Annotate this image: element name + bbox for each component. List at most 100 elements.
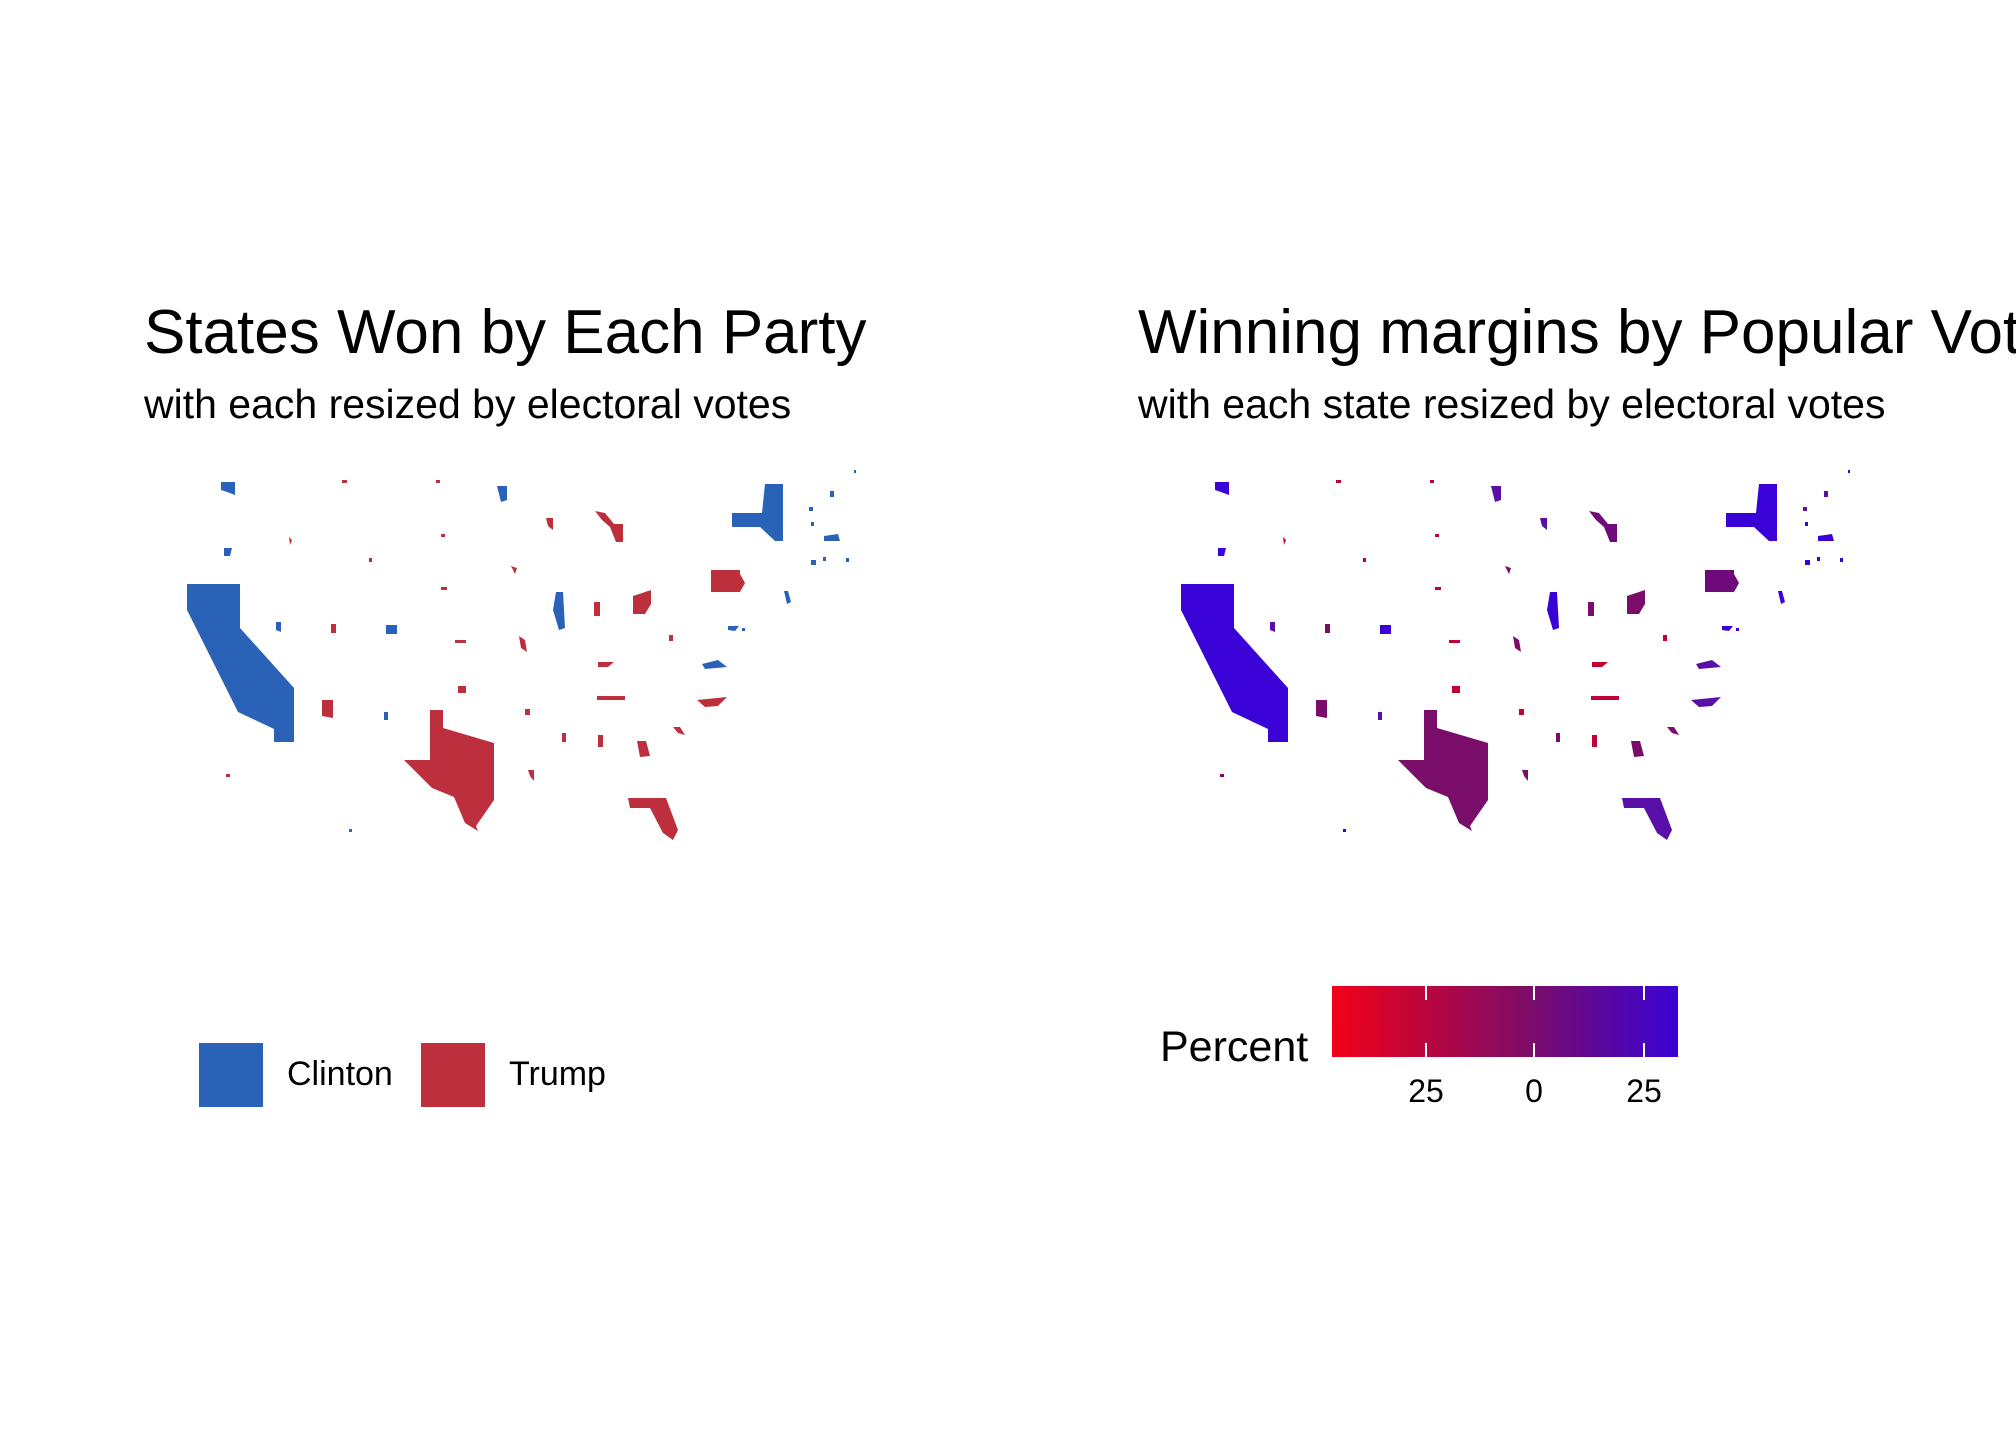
state-utah (331, 624, 336, 633)
state-alaska (226, 774, 230, 777)
margin-state-colorado (1380, 625, 1391, 634)
margin-state-pennsylvania (1705, 570, 1739, 592)
state-massachusetts (824, 534, 840, 541)
state-south-carolina (673, 727, 685, 735)
state-nevada (276, 622, 281, 632)
state-illinois (553, 592, 565, 630)
margin-state-virginia (1696, 660, 1721, 669)
margin-state-connecticut (1805, 560, 1810, 565)
colorbar-title: Percent (1160, 1023, 1309, 1071)
margin-state-kentucky (1592, 662, 1608, 667)
state-maryland (728, 626, 739, 631)
left-map-title: States Won by Each Party (144, 298, 867, 367)
margin-state-nebraska (1435, 587, 1441, 590)
legend-label-clinton: Clinton (287, 1055, 393, 1093)
margin-state-georgia (1631, 741, 1644, 757)
margin-state-alaska (1220, 774, 1224, 777)
state-louisiana (528, 770, 534, 781)
margin-state-new-mexico (1378, 712, 1382, 720)
margin-state-north-carolina (1691, 697, 1721, 707)
margin-state-wyoming (1363, 558, 1366, 562)
state-wyoming (369, 558, 372, 562)
margin-state-washington (1215, 482, 1229, 495)
state-minnesota (497, 486, 507, 502)
state-kentucky (598, 662, 614, 667)
states-won-panel: States Won by Each Party with each resiz… (144, 298, 867, 1107)
state-dc (854, 470, 856, 473)
margin-state-new-york (1726, 484, 1777, 541)
margin-state-rhode-island (1840, 558, 1843, 562)
margin-state-oklahoma (1452, 686, 1460, 693)
state-pennsylvania (711, 570, 745, 592)
margin-state-dc (1848, 470, 1850, 473)
state-oklahoma (458, 686, 466, 693)
colorbar-tick-label: 0 (1525, 1073, 1543, 1109)
margin-state-hawaii (1817, 557, 1820, 561)
right-map-subtitle: with each state resized by electoral vot… (1138, 381, 1886, 427)
state-south-dakota (441, 534, 445, 537)
margin-state-vermont (1805, 522, 1808, 526)
state-indiana (594, 602, 600, 616)
state-hawaii-small (349, 829, 352, 832)
state-missouri (519, 636, 527, 652)
margin-state-new-hampshire (1803, 507, 1807, 511)
margin-state-utah (1325, 624, 1330, 633)
colorbar-fill (1332, 986, 1678, 1057)
state-vermont (811, 522, 814, 526)
state-rhode-island (846, 558, 849, 562)
state-georgia (637, 741, 650, 757)
left-map-subtitle: with each resized by electoral votes (144, 381, 792, 427)
margin-state-california (1181, 584, 1288, 742)
state-colorado (386, 625, 397, 634)
margin-state-texas (1398, 710, 1488, 831)
state-north-carolina (697, 697, 727, 707)
state-new-jersey (784, 591, 791, 604)
state-idaho (289, 537, 292, 545)
right-map-title: Winning margins by Popular Vote (1138, 298, 2016, 367)
state-michigan (595, 511, 623, 542)
margin-state-tennessee (1591, 696, 1619, 700)
margin-state-maryland (1722, 626, 1733, 631)
margin-state-ohio (1627, 590, 1645, 614)
state-delaware (742, 628, 745, 631)
state-montana (342, 480, 347, 483)
margin-state-nevada (1270, 622, 1275, 632)
state-new-hampshire (809, 507, 813, 511)
margin-state-north-dakota (1430, 480, 1434, 483)
state-west-virginia (669, 635, 673, 641)
state-new-york (732, 484, 783, 541)
margin-state-arizona (1316, 700, 1327, 718)
state-mississippi (562, 733, 566, 742)
margin-state-indiana (1588, 602, 1594, 616)
winning-margins-map (1181, 470, 1850, 840)
state-kansas (455, 640, 466, 643)
state-washington (221, 482, 235, 495)
margin-state-hawaii-small (1343, 829, 1346, 832)
margin-state-florida (1622, 798, 1672, 840)
margin-state-south-dakota (1435, 534, 1439, 537)
margin-state-michigan (1589, 511, 1617, 542)
state-oregon (224, 548, 232, 556)
state-ohio (633, 590, 651, 614)
state-wisconsin (546, 518, 553, 530)
state-alabama (598, 735, 603, 747)
state-arkansas (525, 709, 530, 715)
state-california (187, 584, 294, 742)
margin-state-missouri (1513, 636, 1521, 652)
state-maine (830, 491, 834, 497)
state-hawaii (823, 557, 826, 561)
margin-state-arkansas (1519, 709, 1524, 715)
margin-state-alabama (1592, 735, 1597, 747)
margin-state-louisiana (1522, 770, 1528, 781)
state-north-dakota (436, 480, 440, 483)
state-arizona (322, 700, 333, 718)
legend-swatch-clinton (199, 1043, 263, 1107)
margin-state-illinois (1547, 592, 1559, 630)
percent-colorbar (1332, 986, 1678, 1057)
colorbar-tick-label: 25 (1626, 1073, 1662, 1109)
margin-state-montana (1336, 480, 1341, 483)
margin-state-idaho (1283, 537, 1286, 545)
state-tennessee (597, 696, 625, 700)
colorbar-tick-label: 25 (1408, 1073, 1444, 1109)
margin-state-west-virginia (1663, 635, 1667, 641)
